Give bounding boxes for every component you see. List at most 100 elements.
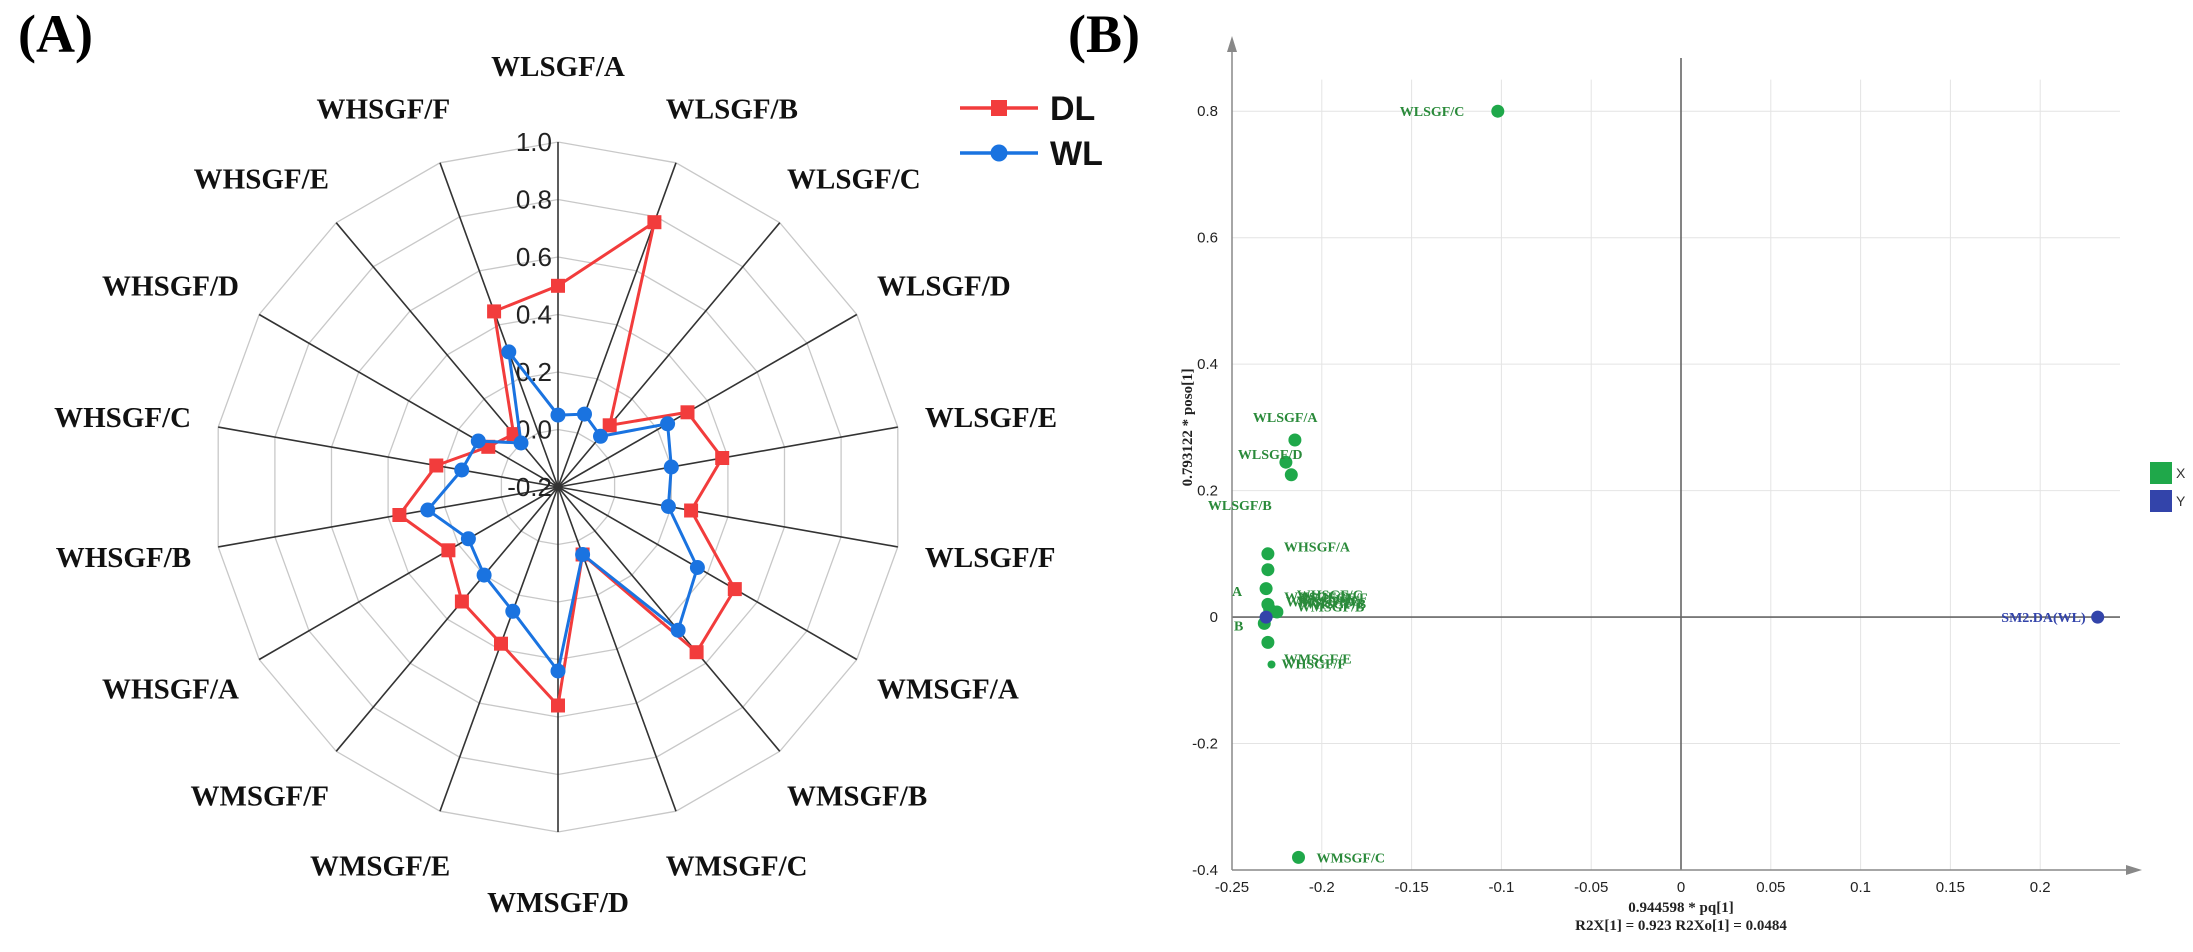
radar-spoke [557, 222, 781, 488]
radar-category-label: WMSGF/E [310, 851, 450, 883]
scatter-point-label: WLSGF/C [1400, 105, 1465, 120]
scatter-legend-label-x: X [2176, 465, 2186, 481]
radar-point-wl [420, 502, 436, 518]
scatter-point-x [1292, 850, 1305, 864]
radar-point-wl [689, 560, 705, 575]
radar-category-label: WLSGF/F [925, 542, 1056, 574]
radar-point-wl [550, 663, 566, 679]
scatter-x-tick: 0 [1677, 879, 1685, 896]
scatter-point-x [1270, 605, 1284, 619]
radar-point-wl [550, 407, 566, 423]
scatter-x-tick: -0.1 [1488, 879, 1514, 896]
radar-point-dl [689, 645, 704, 660]
scatter-point-x [1261, 563, 1275, 577]
radar-point-wl [670, 622, 686, 638]
radar-spoke [218, 486, 559, 548]
scatter-point-label: WLSGF/B [1208, 499, 1272, 514]
radar-point-wl [476, 567, 492, 583]
scatter-y-tick: -0.2 [1192, 736, 1218, 753]
radar-category-label: WLSGF/A [491, 51, 625, 83]
scatter-y-title: 0.793122 * poso[1] [1180, 368, 1196, 486]
scatter-point-label: WLSGF/D [1238, 448, 1303, 463]
radar-spoke [258, 313, 559, 488]
radar-tick-label: 0.6 [516, 242, 552, 272]
scatter-point-label: WMSGF/E [1284, 652, 1352, 667]
scatter-point-label: B [1234, 620, 1243, 635]
radar-category-label: WMSGF/D [487, 887, 629, 919]
radar-point-dl [715, 451, 730, 465]
scatter-x-tick: 0.05 [1756, 879, 1785, 896]
radar-spoke [557, 162, 677, 488]
radar-point-wl [454, 462, 470, 478]
scatter-y-tick: 0.6 [1197, 230, 1218, 247]
radar-spoke [557, 313, 858, 488]
legend-marker-dl [991, 100, 1007, 116]
radar-category-label: WLSGF/D [877, 271, 1011, 303]
scatter-point-label: WHSGF/C [1297, 589, 1363, 604]
radar-category-label: WMSGF/C [666, 851, 808, 883]
radar-tick-label: 0.4 [516, 300, 552, 330]
radar-point-wl [663, 459, 679, 475]
radar-series-line-wl [425, 346, 700, 675]
scatter-point-label: WHSGF/A [1284, 541, 1351, 556]
radar-category-label: WMSGF/F [190, 781, 329, 813]
radar-point-wl [501, 344, 517, 360]
radar-point-wl [460, 531, 476, 547]
scatter-point-x [1279, 455, 1293, 469]
scatter-footer: R2X[1] = 0.923 R2Xo[1] = 0.0484 [1575, 918, 1787, 934]
scatter-chart: -0.25 -0.2 -0.15 -0.1 -0.05 0 0.05 0.1 0.15 0.2 -0… [1180, 36, 2186, 934]
radar-spoke [258, 486, 559, 661]
scatter-point-x [1284, 468, 1298, 482]
radar-point-wl [575, 547, 591, 562]
radar-category-label: WHSGF/C [54, 402, 191, 434]
scatter-y-arrow [1227, 36, 1237, 52]
radar-tick-label: 1.0 [516, 127, 552, 157]
radar-point-wl [660, 499, 676, 514]
radar-point-wl [660, 416, 676, 432]
radar-category-label: WHSGF/B [56, 542, 191, 574]
scatter-point-label: WLSGF/A [1253, 411, 1318, 426]
radar-point-dl [551, 278, 565, 293]
panel-a-label: (A) [18, 4, 93, 64]
scatter-point-x [1491, 104, 1505, 118]
radar-chart: -0.20.00.20.40.60.81.0WLSGF/AWLSGF/BWLSG… [54, 51, 1103, 919]
radar-point-wl [505, 603, 521, 619]
scatter-x-arrow [2126, 865, 2142, 875]
scatter-x-tick: -0.2 [1309, 879, 1335, 896]
scatter-legend-swatch-y [2150, 490, 2172, 512]
scatter-point-label: WMSGF/D [1286, 595, 1354, 610]
radar-point-dl [684, 503, 699, 518]
scatter-y-tick: -0.4 [1192, 862, 1218, 879]
radar-spoke [557, 486, 898, 548]
scatter-point-x [1261, 547, 1275, 561]
scatter-legend-swatch-x [2150, 462, 2172, 484]
radar-point-wl [577, 406, 592, 422]
scatter-point-y [2091, 610, 2105, 624]
scatter-x-tick: -0.15 [1394, 879, 1428, 896]
radar-spoke [557, 486, 858, 661]
legend-label-dl: DL [1050, 90, 1095, 128]
legend-marker-wl [990, 144, 1008, 162]
radar-category-label: WLSGF/C [787, 163, 921, 195]
scatter-x-title: 0.944598 * pq[1] [1628, 900, 1733, 916]
scatter-point-label-y: SM2.DA(WL) [2001, 611, 2086, 626]
panel-b-label: (B) [1068, 4, 1140, 64]
radar-point-dl [494, 636, 508, 651]
scatter-point-label: A [1232, 585, 1243, 600]
radar-spoke [557, 486, 781, 752]
radar-category-label: WMSGF/A [877, 674, 1019, 706]
scatter-point-label: WMSGF/F [1301, 592, 1368, 607]
scatter-point-x [1288, 433, 1302, 447]
radar-point-wl [513, 435, 529, 451]
radar-point-dl [727, 582, 742, 597]
scatter-legend-label-y: Y [2176, 493, 2186, 509]
radar-category-label: WHSGF/E [194, 163, 329, 195]
radar-tick-label: -0.2 [507, 472, 552, 502]
radar-point-wl [593, 428, 608, 444]
scatter-x-tick: 0.15 [1936, 879, 1965, 896]
radar-point-dl [392, 508, 407, 522]
radar-spoke [557, 486, 677, 812]
scatter-point-y [1259, 610, 1273, 624]
radar-point-dl [441, 543, 456, 558]
